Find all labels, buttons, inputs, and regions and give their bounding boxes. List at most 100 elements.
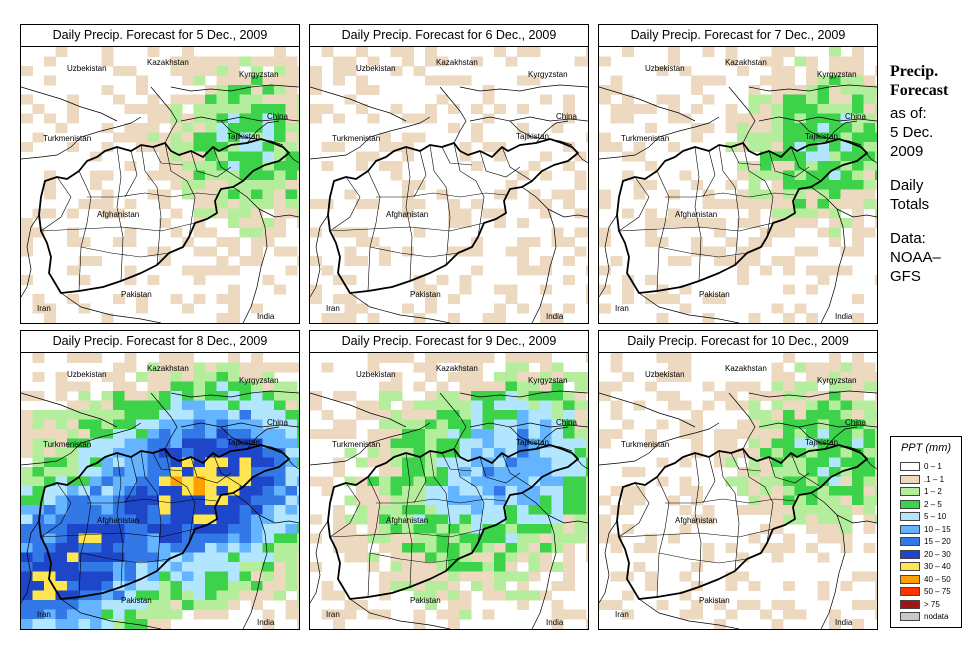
precip-cell: [783, 199, 795, 209]
precip-cell: [425, 56, 437, 67]
precip-cell: [760, 438, 772, 449]
precip-cell: [182, 571, 194, 582]
precip-cell: [101, 486, 114, 496]
precip-cell: [239, 180, 252, 190]
precip-cell: [436, 56, 449, 67]
precip-cell: [679, 505, 692, 515]
precip-cell: [817, 75, 830, 86]
precip-cell: [310, 199, 322, 209]
precip-cell: [379, 353, 391, 363]
country-border: [798, 426, 862, 452]
precip-cell: [182, 362, 194, 373]
precip-cell: [228, 56, 240, 67]
legend-item: nodata: [900, 611, 960, 622]
precip-map: UzbekistanKazakhstanKyrgyzstanChinaTurkm…: [21, 353, 299, 629]
precip-cell: [574, 246, 587, 257]
precip-cell: [90, 619, 102, 629]
precip-cell: [852, 600, 864, 610]
precip-cell: [78, 448, 91, 458]
precip-cell: [239, 381, 252, 392]
precip-cell: [101, 142, 114, 152]
precip-cell: [344, 552, 357, 563]
precip-cell: [90, 353, 102, 363]
precip-cell: [622, 208, 634, 219]
precip-cell: [448, 372, 460, 382]
precip-cell: [297, 505, 299, 515]
precip-cell: [448, 123, 460, 133]
precip-cell: [482, 419, 495, 430]
precip-cell: [737, 66, 749, 76]
precip-cell: [193, 609, 206, 620]
precip-cell: [216, 609, 229, 620]
precip-cell: [113, 438, 125, 449]
precip-cell: [32, 391, 45, 401]
precip-cell: [702, 543, 715, 553]
precip-cell: [806, 381, 818, 392]
precip-cell: [829, 505, 841, 515]
precip-cell: [586, 514, 588, 525]
precip-cell: [239, 151, 252, 162]
precip-cell: [78, 438, 91, 449]
precip-cell: [182, 486, 194, 496]
precip-cell: [55, 581, 68, 591]
precip-cell: [551, 562, 564, 572]
precip-cell: [297, 66, 299, 76]
precip-cell: [863, 381, 876, 392]
precip-cell: [262, 132, 275, 143]
precip-cell: [136, 562, 148, 572]
data-source-label: Data:: [890, 230, 926, 247]
province-border: [140, 144, 162, 266]
precip-cell: [852, 123, 864, 133]
precip-cell: [136, 590, 148, 601]
precip-cell: [540, 457, 552, 468]
precip-cell: [239, 75, 252, 86]
precip-cell: [285, 600, 298, 610]
precip-cell: [113, 208, 125, 219]
precip-cell: [147, 372, 160, 382]
precip-cell: [494, 400, 506, 411]
precip-cell: [55, 467, 68, 477]
afghanistan-border: [38, 138, 290, 294]
precip-cell: [551, 524, 564, 534]
precip-cell: [367, 429, 380, 439]
precip-cell: [622, 294, 634, 304]
country-label-kazakhstan: Kazakhstan: [147, 58, 189, 67]
country-border: [60, 292, 162, 323]
precip-cell: [517, 75, 529, 86]
precip-cell: [783, 400, 795, 411]
precip-cell: [471, 381, 483, 392]
precip-cell: [274, 533, 286, 544]
precip-cell: [505, 514, 518, 525]
precip-cell: [170, 56, 183, 67]
precip-cell: [806, 246, 818, 257]
precip-cell: [402, 476, 414, 487]
precip-cell: [228, 199, 240, 209]
precip-cell: [863, 457, 876, 468]
precip-cell: [875, 151, 877, 162]
precip-cell: [875, 113, 877, 124]
precip-cell: [551, 486, 564, 496]
precip-cell: [251, 533, 263, 544]
precip-cell: [771, 467, 784, 477]
precip-cell: [622, 495, 634, 506]
precip-cell: [239, 581, 252, 591]
precip-cell: [852, 227, 864, 238]
country-label-china: China: [267, 112, 288, 121]
country-label-iran: Iran: [326, 304, 340, 313]
precip-cell: [840, 170, 853, 181]
precip-cell: [783, 581, 795, 591]
precip-cell: [771, 514, 784, 525]
precip-cell: [274, 571, 286, 582]
precip-cell: [274, 552, 286, 563]
side-title-line2: Forecast: [890, 82, 949, 99]
precip-cell: [829, 265, 841, 276]
precip-cell: [216, 429, 229, 439]
precip-cell: [124, 362, 137, 373]
precip-cell: [563, 189, 575, 200]
precip-cell: [170, 113, 183, 124]
precip-cell: [390, 104, 403, 114]
precip-cell: [794, 142, 807, 152]
precip-cell: [136, 571, 148, 582]
precip-cell: [599, 237, 611, 247]
precip-cell: [574, 410, 587, 420]
